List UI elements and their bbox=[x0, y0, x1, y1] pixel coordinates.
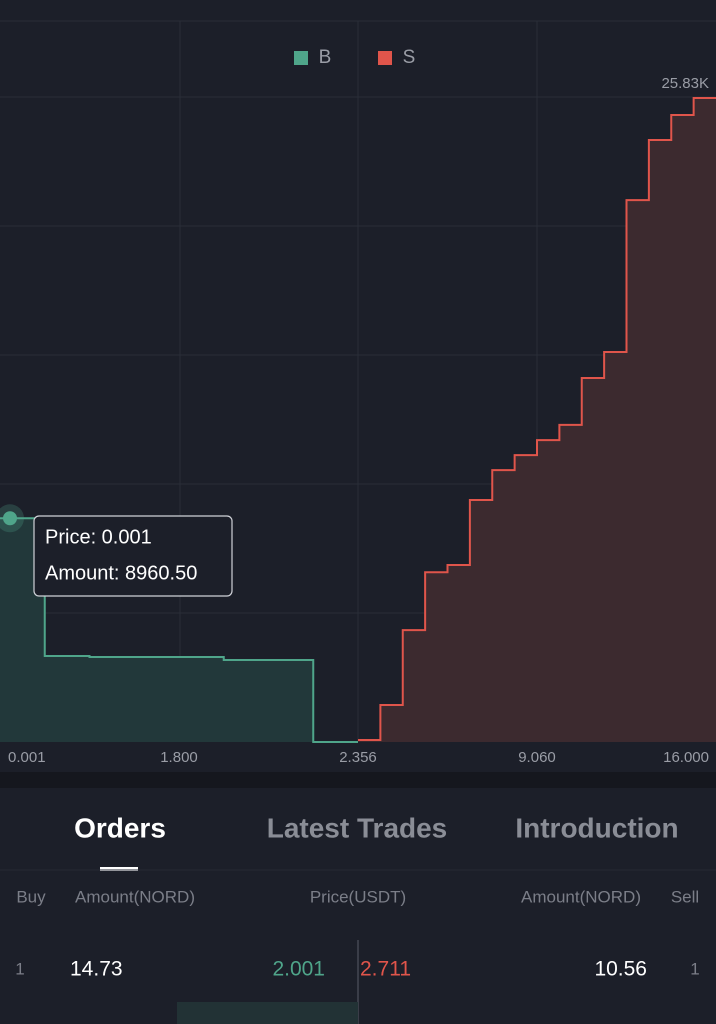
column-header: Sell bbox=[671, 887, 699, 906]
column-header: Amount(NORD) bbox=[75, 887, 195, 906]
legend-swatch bbox=[378, 51, 392, 65]
tab[interactable]: Latest Trades bbox=[267, 812, 448, 843]
column-header: Buy bbox=[16, 887, 46, 906]
tooltip-text: Price: 0.001 bbox=[45, 526, 152, 548]
depth-shade bbox=[177, 1002, 358, 1024]
tooltip-text: Amount: 8960.50 bbox=[45, 562, 197, 584]
y-tick-label: 25.83K bbox=[661, 75, 709, 92]
tab[interactable]: Introduction bbox=[515, 812, 678, 843]
focus-dot bbox=[3, 511, 17, 526]
row-index: 1 bbox=[690, 959, 699, 978]
sell-amount: 10.56 bbox=[594, 958, 647, 981]
buy-price: 2.001 bbox=[272, 958, 325, 981]
column-header: Amount(NORD) bbox=[521, 887, 641, 906]
legend-swatch bbox=[294, 51, 308, 65]
x-tick-label: 2.356 bbox=[339, 749, 377, 766]
tab[interactable]: Orders bbox=[74, 812, 166, 843]
sell-price: 2.711 bbox=[360, 958, 411, 981]
depth-line bbox=[358, 97, 716, 741]
x-tick-label: 0.001 bbox=[8, 749, 46, 766]
legend-label: S bbox=[403, 47, 416, 68]
x-tick-label: 1.800 bbox=[160, 749, 198, 766]
x-tick-label: 9.060 bbox=[518, 749, 556, 766]
tooltip-box bbox=[33, 515, 233, 597]
depth-line bbox=[0, 517, 358, 743]
buy-amount: 14.73 bbox=[70, 958, 123, 981]
plot: 5166.2210.33K15.50K20.66K25.83K0.0011.80… bbox=[0, 47, 716, 766]
column-header: Price(USDT) bbox=[310, 887, 406, 906]
section-divider bbox=[0, 772, 716, 788]
tab-underline bbox=[100, 867, 138, 871]
depth-area bbox=[0, 518, 358, 742]
x-tick-label: 16.000 bbox=[663, 749, 709, 766]
row-index: 1 bbox=[15, 959, 24, 978]
legend-label: B bbox=[319, 47, 332, 68]
